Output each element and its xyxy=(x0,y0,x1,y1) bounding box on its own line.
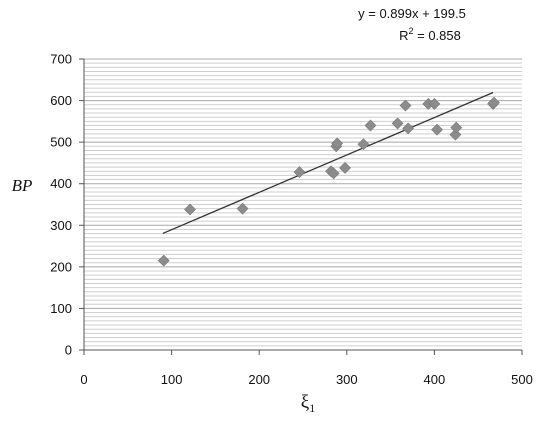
data-point xyxy=(339,161,351,174)
x-axis-label: ξ1 xyxy=(301,392,315,415)
data-point xyxy=(331,137,344,150)
y-tick-label: 600 xyxy=(50,93,72,108)
data-point xyxy=(364,119,377,132)
data-point xyxy=(431,123,443,136)
data-point xyxy=(391,117,404,130)
x-axis-label-symbol: ξ xyxy=(301,392,310,413)
data-point xyxy=(236,202,249,215)
r-squared-superscript: 2 xyxy=(409,26,414,36)
data-point xyxy=(184,203,196,216)
data-point xyxy=(293,166,306,178)
r-squared-label: R2 = 0.858 xyxy=(399,26,461,43)
grid-lines xyxy=(84,58,522,347)
x-axis-ticks: 0 100 200 300 400 500 xyxy=(80,350,533,387)
y-tick-label: 0 xyxy=(65,343,72,358)
y-tick-label: 300 xyxy=(50,218,72,233)
data-points xyxy=(157,96,500,267)
y-tick-label: 200 xyxy=(50,259,72,274)
x-tick-label: 100 xyxy=(161,372,183,387)
x-tick-label: 300 xyxy=(336,372,358,387)
data-point xyxy=(402,122,415,135)
y-tick-label: 400 xyxy=(50,176,72,191)
data-point xyxy=(157,254,170,267)
y-tick-label: 500 xyxy=(50,135,72,150)
r-squared-prefix: R xyxy=(399,28,408,43)
data-point xyxy=(449,128,462,141)
x-tick-label: 200 xyxy=(248,372,270,387)
x-axis-label-subscript: 1 xyxy=(309,401,315,415)
data-point xyxy=(357,138,370,151)
data-point xyxy=(399,99,412,112)
data-point xyxy=(327,167,340,180)
x-tick-label: 0 xyxy=(80,372,87,387)
r-squared-value: = 0.858 xyxy=(414,28,461,43)
data-point xyxy=(450,121,463,134)
x-tick-label: 500 xyxy=(511,372,533,387)
y-axis-label: BP xyxy=(12,176,33,195)
data-point xyxy=(488,96,500,109)
data-point xyxy=(428,97,441,110)
y-tick-label: 100 xyxy=(50,301,72,316)
y-axis-ticks: 0 100 200 300 400 500 600 700 xyxy=(50,52,84,358)
trendline-equation: y = 0.899x + 199.5 xyxy=(358,6,466,21)
y-tick-label: 700 xyxy=(50,52,72,67)
x-tick-label: 400 xyxy=(424,372,446,387)
trendline xyxy=(162,91,494,235)
